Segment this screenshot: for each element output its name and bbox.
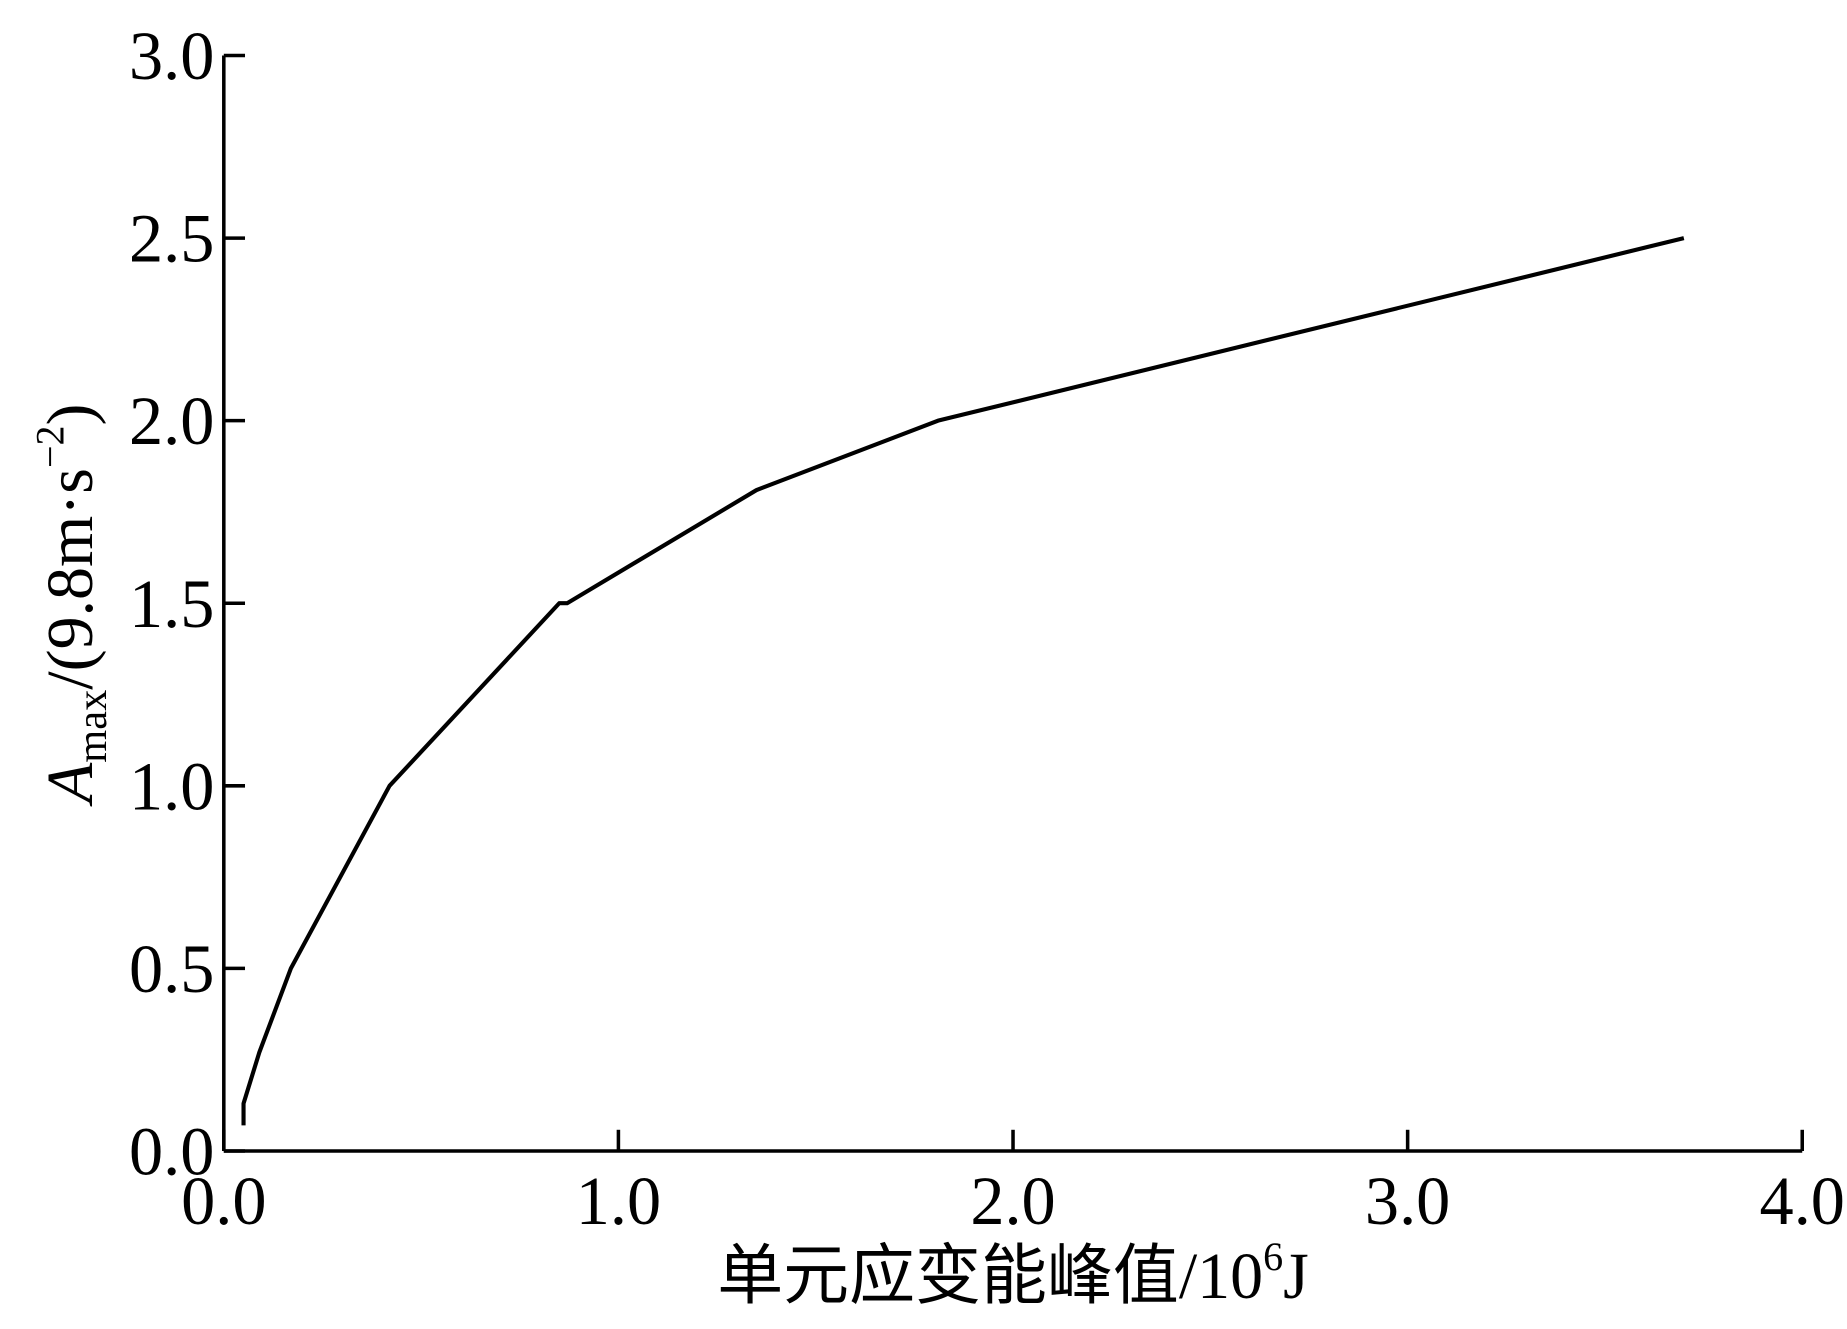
x-tick-label: 1.0 (576, 1163, 661, 1239)
x-tick-label: 2.0 (970, 1163, 1055, 1239)
x-label-exponent: 6 (1263, 1234, 1283, 1279)
x-axis-label: 单元应变能峰值/106J (717, 1234, 1309, 1313)
y-tick-label: 1.0 (129, 748, 214, 824)
y-axis-label: Amax/(9.8m·s−2) (28, 403, 116, 807)
y-tick-label: 1.5 (129, 566, 214, 642)
y-label-symbol: A (34, 762, 107, 807)
data-line (241, 236, 1685, 1126)
y-tick-label: 0.0 (129, 1114, 214, 1190)
x-tick-label: 3.0 (1365, 1163, 1450, 1239)
y-tick-label: 2.5 (129, 201, 214, 277)
x-tick-label: 0.0 (181, 1163, 266, 1239)
y-label-exponent: −2 (28, 425, 73, 468)
y-label-subscript: max (69, 690, 116, 763)
y-tick-label: 3.0 (129, 18, 214, 94)
x-tick-label: 4.0 (1760, 1163, 1845, 1239)
x-label-unit: J (1283, 1240, 1309, 1313)
y-tick-label: 0.5 (129, 931, 214, 1007)
x-label-text: 单元应变能峰值/10 (717, 1240, 1263, 1313)
y-label-unit: /(9.8m·s (34, 468, 107, 690)
y-tick-label: 2.0 (129, 383, 214, 459)
y-label-close: ) (34, 403, 107, 425)
